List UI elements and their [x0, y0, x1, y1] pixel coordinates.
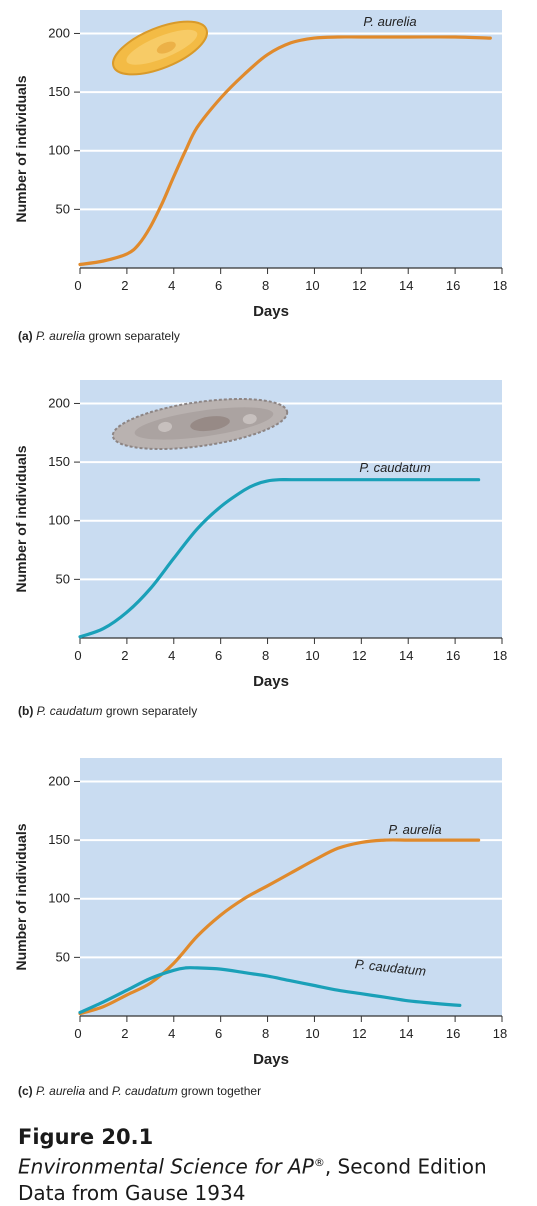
series-label-caudatum: P. caudatum — [359, 460, 430, 475]
x-tick-label: 0 — [74, 648, 81, 663]
chart-panel-c: 50 100 150 200 0 2 4 6 8 10 12 14 16 18 Days Number of … — [13, 758, 507, 1098]
figure-caption: Figure 20.1 Environmental Science for AP… — [18, 1124, 487, 1206]
x-tick-label: 14 — [399, 648, 413, 663]
chart-svg-a: 50 100 150 200 0 2 4 6 8 10 12 14 16 18 Days Number of … — [13, 10, 507, 320]
chart-svg-b: 50 100 150 200 0 2 4 6 8 10 12 14 16 18 Days Number of … — [13, 380, 507, 690]
caption-rest: grown separately — [85, 329, 180, 343]
y-tick-label: 150 — [48, 454, 70, 469]
x-tick-label: 18 — [493, 1026, 507, 1041]
x-tick-label: 2 — [121, 648, 128, 663]
x-tick-label: 16 — [446, 1026, 460, 1041]
x-tick-label: 14 — [399, 278, 413, 293]
x-tick-label: 0 — [74, 278, 81, 293]
book-registered: ® — [313, 1156, 325, 1169]
x-tick-label: 8 — [262, 648, 269, 663]
x-tick-label: 4 — [168, 1026, 175, 1041]
y-tick-label: 150 — [48, 832, 70, 847]
x-axis-label: Days — [253, 1051, 289, 1068]
plot-area — [80, 758, 502, 1016]
x-axis-label: Days — [253, 303, 289, 320]
x-tick-label: 12 — [352, 1026, 366, 1041]
y-tick-label: 200 — [48, 395, 70, 410]
x-tick-label: 18 — [493, 278, 507, 293]
caption-letter: (c) — [18, 1084, 33, 1098]
x-tick-label: 10 — [305, 278, 319, 293]
y-tick-label: 150 — [48, 84, 70, 99]
caption-species: P. caudatum — [36, 704, 103, 718]
figure-book: Environmental Science for AP®, Second Ed… — [18, 1150, 487, 1180]
x-tick-label: 6 — [215, 278, 222, 293]
series-line-caudatum — [78, 966, 462, 1015]
x-tick-label: 10 — [305, 1026, 319, 1041]
x-tick-label: 6 — [215, 648, 222, 663]
caption-rest: grown together — [177, 1084, 262, 1098]
x-tick-label: 12 — [352, 278, 366, 293]
x-tick-label: 18 — [493, 648, 507, 663]
caption-letter: (b) — [18, 704, 34, 718]
y-tick-label: 200 — [48, 773, 70, 788]
x-tick-label: 14 — [399, 1026, 413, 1041]
y-tick-label: 50 — [56, 949, 70, 964]
caption-b: (b) P. caudatum grown separately — [18, 704, 197, 718]
x-tick-label: 16 — [446, 648, 460, 663]
caption-mid: and — [85, 1084, 112, 1098]
series-label-aurelia: P. aurelia — [388, 822, 441, 837]
paramecium-caudatum-icon — [111, 398, 289, 450]
paramecium-aurelia-icon — [112, 20, 208, 76]
series-line-aurelia — [78, 35, 492, 267]
x-tick-label: 8 — [262, 278, 269, 293]
book-edition: , Second Edition — [324, 1154, 487, 1179]
y-tick-label: 50 — [56, 571, 70, 586]
caption-species-2: P. caudatum — [111, 1084, 178, 1098]
chart-svg-c: 50 100 150 200 0 2 4 6 8 10 12 14 16 18 Days Number of … — [13, 758, 507, 1068]
y-axis-label: Number of individuals — [13, 823, 29, 970]
figure-number: Figure 20.1 — [18, 1125, 154, 1149]
series-label-aurelia: P. aurelia — [363, 14, 416, 29]
chart-panel-b: 50 100 150 200 0 2 4 6 8 10 12 14 16 18 Days Number of … — [13, 380, 507, 718]
caption-a: (a) P. aurelia grown separately — [18, 329, 180, 343]
x-tick-label: 2 — [121, 1026, 128, 1041]
y-tick-label: 100 — [48, 513, 70, 528]
y-tick-label: 100 — [48, 143, 70, 158]
x-tick-label: 8 — [262, 1026, 269, 1041]
x-tick-label: 4 — [168, 648, 175, 663]
caption-species: P. aurelia — [36, 329, 86, 343]
y-tick-label: 100 — [48, 891, 70, 906]
x-tick-label: 10 — [305, 648, 319, 663]
x-tick-label: 0 — [74, 1026, 81, 1041]
x-tick-label: 12 — [352, 648, 366, 663]
series-line-caudatum — [78, 478, 481, 639]
x-tick-label: 6 — [215, 1026, 222, 1041]
x-axis-label: Days — [253, 673, 289, 690]
x-tick-label: 4 — [168, 278, 175, 293]
x-tick-label: 2 — [121, 278, 128, 293]
chart-panel-a: 50 100 150 200 0 2 4 6 8 10 12 14 16 18 Days Number of … — [0, 0, 537, 350]
series-line-aurelia — [78, 838, 481, 1016]
book-title: Environmental Science for AP — [18, 1154, 314, 1179]
caption-rest: grown separately — [102, 704, 198, 718]
x-tick-label: 16 — [446, 278, 460, 293]
y-axis-label: Number of individuals — [13, 75, 29, 222]
figure-source: Data from Gause 1934 — [18, 1180, 246, 1205]
caption-species: P. aurelia — [36, 1084, 86, 1098]
y-tick-label: 50 — [56, 201, 70, 216]
caption-letter: (a) — [18, 329, 33, 343]
y-axis-label: Number of individuals — [13, 445, 29, 592]
caption-c: (c) P. aurelia and P. caudatum grown tog… — [18, 1084, 261, 1098]
y-tick-label: 200 — [48, 25, 70, 40]
series-label-caudatum: P. caudatum — [354, 956, 427, 978]
